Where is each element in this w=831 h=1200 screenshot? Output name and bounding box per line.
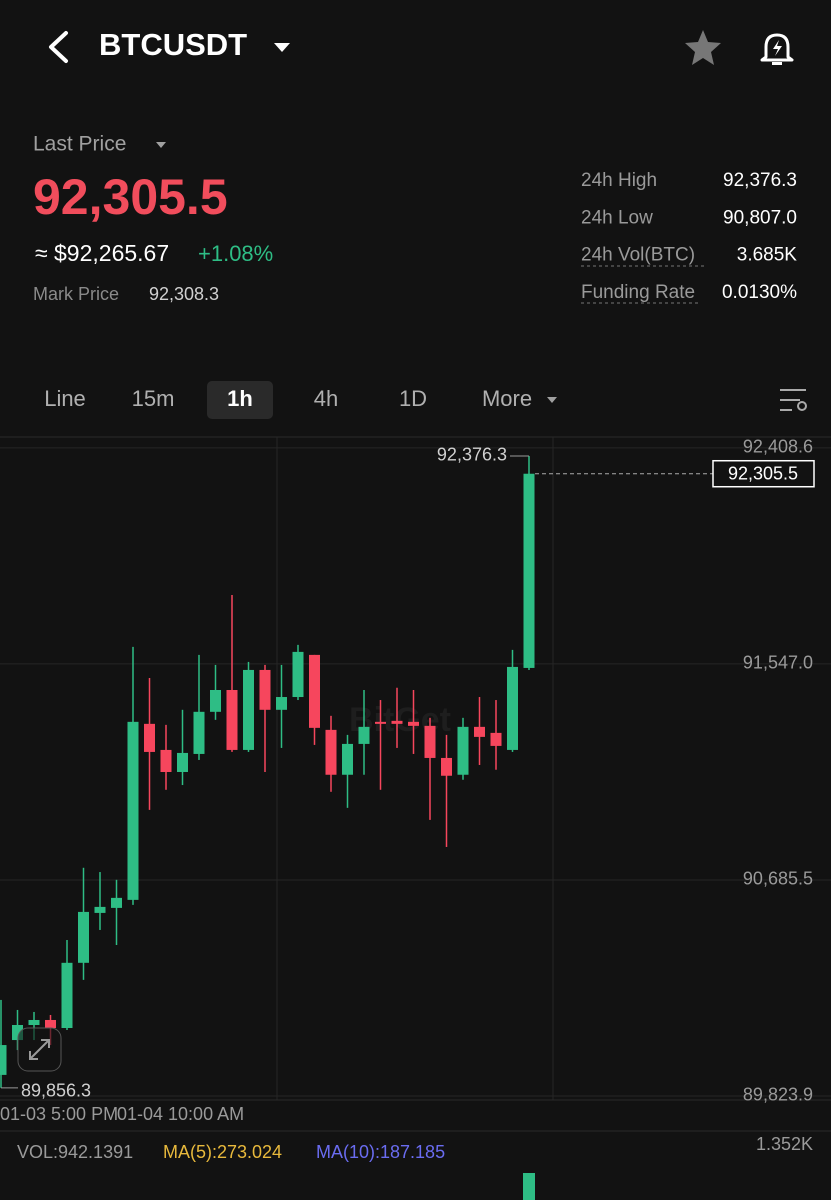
ma10-label: MA(10):187.185	[316, 1142, 445, 1162]
more-caret	[547, 397, 557, 403]
symbol-caret[interactable]	[274, 43, 290, 52]
last-price-box	[712, 459, 815, 488]
candle-body	[226, 690, 238, 750]
candle-body	[342, 743, 353, 775]
volume-bar	[523, 1173, 535, 1200]
back-button[interactable]	[49, 31, 68, 63]
candle-body	[45, 1019, 56, 1029]
candle-body	[160, 749, 172, 772]
timeframe-tab[interactable]: 1D	[399, 386, 427, 411]
candle-body	[28, 1019, 40, 1025]
bell-bolt	[773, 40, 782, 56]
candle-body	[358, 726, 370, 744]
x-tick-label: 01-04 10:00 AM	[117, 1104, 244, 1124]
candle-body	[259, 669, 271, 710]
candle-body	[78, 911, 89, 963]
candle-body	[144, 723, 155, 752]
mark-price: 92,308.3	[149, 284, 219, 304]
timeframe-tab[interactable]: More	[482, 386, 532, 411]
settings-gear	[797, 401, 807, 411]
stat-label: 24h Vol(BTC)	[581, 245, 695, 266]
timeframe-tab[interactable]: 4h	[314, 386, 338, 411]
candle-body	[391, 720, 403, 724]
plot: 92,408.6 91,547.0 90,685.5 89,823.9 92,376.3…	[0, 437, 831, 1105]
stat-value: 92,376.3	[723, 170, 797, 191]
last-price-caret	[156, 142, 166, 148]
candle-body	[0, 1045, 7, 1075]
stat-label: Funding Rate	[581, 282, 695, 303]
candle-body	[457, 726, 469, 775]
candle-body	[325, 729, 337, 775]
expand-icon	[29, 1039, 50, 1060]
candle-body	[375, 721, 386, 724]
candle-body	[177, 752, 188, 772]
stat-value: 3.685K	[737, 245, 798, 266]
candle-body	[61, 962, 73, 1029]
y-tick-label: 90,685.5	[743, 869, 813, 889]
mark-price-label: Mark Price	[33, 284, 119, 304]
candle-body	[309, 654, 320, 728]
stat-label: 24h High	[581, 170, 657, 191]
timeframe-tab[interactable]: 15m	[132, 386, 175, 411]
candle-body	[94, 906, 106, 913]
last-price: 92,305.5	[33, 169, 228, 225]
low-annotation: 89,856.3	[21, 1081, 91, 1101]
candle-body	[424, 725, 436, 758]
alert-bell[interactable]	[760, 33, 794, 65]
candle-body	[441, 757, 452, 776]
timeframe-tab[interactable]: Line	[44, 386, 86, 411]
last-price-tag: 92,305.5	[728, 463, 798, 483]
price-change: +1.08%	[198, 241, 273, 266]
stat-value: 90,807.0	[723, 207, 797, 228]
favorite-star[interactable]	[685, 30, 721, 65]
candle-body	[292, 651, 304, 698]
y-tick-label: 92,408.6	[743, 437, 813, 457]
symbol-title[interactable]: BTCUSDT	[99, 27, 247, 62]
high-annotation: 92,376.3	[437, 445, 507, 465]
timeframe-tab[interactable]: 1h	[227, 386, 253, 411]
candle-body	[523, 473, 535, 668]
candle-body	[474, 726, 485, 737]
candle-body	[111, 897, 122, 908]
bell-clapper	[772, 62, 782, 65]
chart-settings[interactable]	[780, 389, 807, 411]
candle-body	[12, 1024, 23, 1041]
candle-body	[276, 697, 287, 710]
usd-price: ≈ $92,265.67	[35, 240, 169, 266]
x-tick-label: 01-03 5:00 PM	[0, 1104, 118, 1124]
candle-body	[507, 666, 518, 750]
bell-outline	[760, 33, 794, 62]
stat-value: 0.0130%	[722, 282, 797, 303]
active-tab-background	[207, 381, 273, 419]
last-price-label[interactable]: Last Price	[33, 133, 126, 156]
ma5-label: MA(5):273.024	[163, 1142, 282, 1162]
candle-body	[210, 690, 221, 712]
expand-button[interactable]	[17, 1027, 62, 1072]
candle-body	[127, 721, 139, 900]
y-tick-label: 91,547.0	[743, 653, 813, 673]
volume-axis-label: 1.352K	[756, 1134, 813, 1154]
volume-label: VOL:942.1391	[17, 1142, 133, 1162]
candle-body	[193, 711, 205, 754]
y-tick-label: 89,823.9	[743, 1085, 813, 1105]
candle-body	[243, 669, 254, 750]
candle-body	[490, 732, 502, 746]
stat-label: 24h Low	[581, 207, 653, 228]
candle-body	[408, 721, 419, 726]
